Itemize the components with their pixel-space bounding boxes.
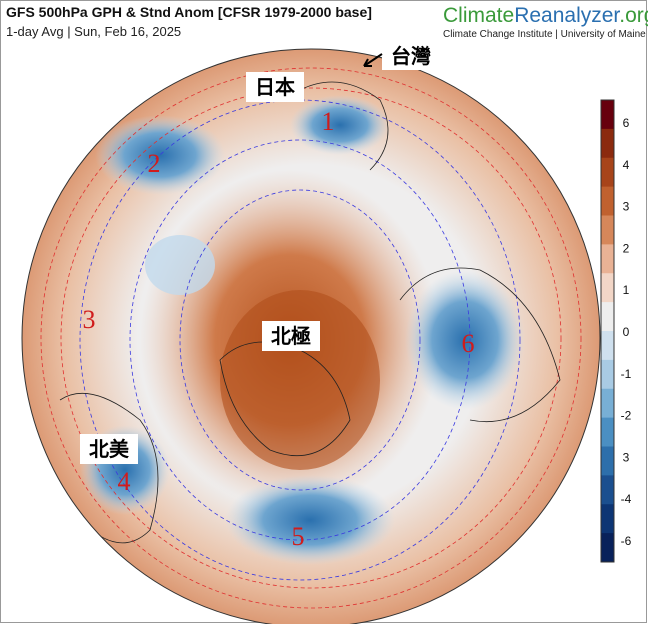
colorbar-segment xyxy=(601,273,614,303)
label-taiwan: 台灣 xyxy=(391,44,431,68)
colorbar-segment xyxy=(601,215,614,245)
label-japan: 日本 xyxy=(255,75,295,99)
logo-part: .org xyxy=(619,4,648,27)
colorbar-segment xyxy=(601,446,614,476)
logo: ClimateReanalyzer.org xyxy=(443,4,648,27)
colorbar-segment xyxy=(601,157,614,188)
colorbar-label: 4 xyxy=(623,158,630,172)
colorbar-segment xyxy=(601,388,614,419)
colorbar: 6 4 3 2 1 0 -1 -2 3 -4 -6 xyxy=(600,99,632,563)
colorbar-segment xyxy=(601,244,614,274)
subtitle: 1-day Avg | Sun, Feb 16, 2025 xyxy=(6,24,181,39)
region-number: 3 xyxy=(83,305,96,334)
colorbar-label: 2 xyxy=(623,241,630,255)
colorbar-label: 3 xyxy=(623,450,630,464)
region-number: 6 xyxy=(462,329,475,358)
colorbar-label: 6 xyxy=(623,116,630,130)
colorbar-segment xyxy=(601,533,614,563)
colorbar-segment xyxy=(601,331,614,361)
title: GFS 500hPa GPH & Stnd Anom [CFSR 1979-20… xyxy=(6,4,372,20)
colorbar-segment xyxy=(601,504,614,534)
colorbar-segment xyxy=(601,128,614,159)
logo-subtitle: Climate Change Institute | University of… xyxy=(443,29,646,40)
colorbar-segment xyxy=(601,302,614,332)
arrow xyxy=(363,53,383,67)
label-box xyxy=(262,321,320,351)
colorbar-outline xyxy=(600,99,615,563)
colorbar-label: -1 xyxy=(621,367,632,381)
region-number: 4 xyxy=(118,467,131,496)
logo-part: Reanalyzer xyxy=(514,4,620,27)
colorbar-segment xyxy=(601,475,614,505)
colorbar-label: 0 xyxy=(623,325,630,339)
label-box xyxy=(382,42,440,70)
label-box xyxy=(246,72,304,102)
colorbar-segment xyxy=(601,186,614,216)
label-box xyxy=(80,434,138,464)
colorbar-segment xyxy=(601,359,614,390)
colorbar-label: -4 xyxy=(621,492,632,506)
region-number: 1 xyxy=(322,107,335,136)
colorbar-label: 3 xyxy=(623,200,630,214)
colorbar-label: -2 xyxy=(621,409,632,423)
label-arctic: 北極 xyxy=(271,324,311,348)
globe-outline xyxy=(21,48,601,624)
logo-part: Climate xyxy=(443,4,514,27)
colorbar-segment xyxy=(601,100,614,130)
region-number: 2 xyxy=(148,149,161,178)
label-north-america: 北美 xyxy=(89,437,130,461)
colorbar-segment xyxy=(601,417,614,447)
colorbar-label: 1 xyxy=(623,283,630,297)
colorbar-label: -6 xyxy=(621,534,632,548)
region-number: 5 xyxy=(292,522,305,551)
